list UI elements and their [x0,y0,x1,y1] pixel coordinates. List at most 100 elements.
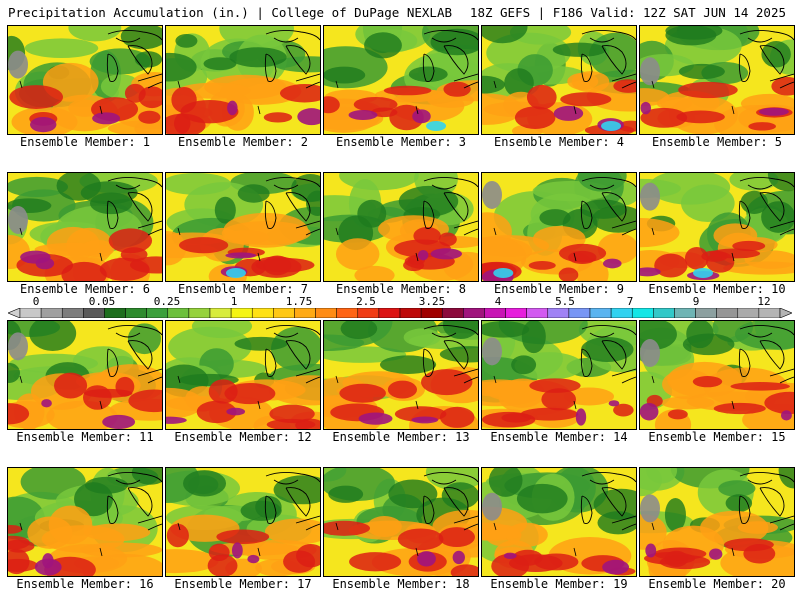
member-map-panel [481,25,637,135]
member-label: Ensemble Member: 15 [648,430,786,444]
scale-color-bin [610,308,633,318]
precipitation-map [324,173,478,281]
member-label: Ensemble Member: 16 [16,577,154,591]
scale-tick-label: 0.25 [153,295,181,308]
member-label: Ensemble Member: 8 [335,282,467,296]
member-label: Ensemble Member: 14 [490,430,628,444]
precipitation-map [482,173,636,281]
scale-color-bin [716,308,739,318]
scale-tick-label: 1.75 [285,295,313,308]
member-label: Ensemble Member: 13 [332,430,470,444]
precipitation-map [324,468,478,576]
member-map-panel [7,25,163,135]
precipitation-map [640,468,794,576]
precipitation-map [640,321,794,429]
member-map-panel [165,25,321,135]
scale-color-bin [737,308,760,318]
member-map-panel [165,172,321,282]
scale-tick-label: 12 [757,295,771,308]
member-map-panel [639,467,795,577]
precipitation-map [166,468,320,576]
scale-tick-label: 0.05 [88,295,116,308]
member-label: Ensemble Member: 10 [648,282,786,296]
scale-color-bin [146,308,169,318]
scale-color-bin [547,308,570,318]
precipitation-color-scale: 0 0.05 0.25 1 1.75 2.5 3.25 4 5.5 7 9 12 [0,296,800,322]
scale-color-bin [357,308,380,318]
member-map-panel [323,320,479,430]
scale-color-bin [83,308,105,318]
member-map-panel [323,172,479,282]
scale-tick-label: 1 [230,295,238,308]
member-map-panel [165,467,321,577]
member-label: Ensemble Member: 20 [648,577,786,591]
scale-color-bin [505,308,527,318]
member-map-panel [639,25,795,135]
scale-color-bin [61,308,84,318]
scale-tick-label: 9 [692,295,700,308]
precipitation-map [482,321,636,429]
scale-color-bin [653,308,675,318]
member-label: Ensemble Member: 18 [332,577,470,591]
map-title: Precipitation Accumulation (in.) | Colle… [8,5,453,20]
member-map-panel [323,467,479,577]
precipitation-map [640,26,794,134]
member-label: Ensemble Member: 4 [493,135,625,149]
scale-color-bin [526,308,549,318]
precipitation-map [166,321,320,429]
scale-color-bin [167,308,190,318]
scale-color-bin [230,308,253,318]
precipitation-map [8,173,162,281]
member-label: Ensemble Member: 11 [16,430,154,444]
scale-tick-label: 0 [32,295,40,308]
member-label: Ensemble Member: 9 [493,282,625,296]
member-label: Ensemble Member: 19 [490,577,628,591]
member-label: Ensemble Member: 5 [651,135,783,149]
scale-color-bin [695,308,717,318]
precipitation-map [166,173,320,281]
scale-color-bin [336,308,359,318]
scale-tick-label: 7 [626,295,634,308]
scale-color-bin [209,308,232,318]
member-label: Ensemble Member: 12 [174,430,312,444]
scale-color-bin [568,308,591,318]
scale-color-bin [399,308,422,318]
scale-color-bin [758,308,781,318]
scale-color-bin [294,308,316,318]
member-map-panel [7,467,163,577]
precipitation-map [324,321,478,429]
scale-tick-label: 2.5 [356,295,376,308]
precipitation-map [8,468,162,576]
scale-color-bin [125,308,147,318]
precipitation-map [324,26,478,134]
member-label: Ensemble Member: 2 [177,135,309,149]
member-label: Ensemble Member: 6 [19,282,151,296]
member-map-panel [7,172,163,282]
scale-tick-label: 4 [494,295,502,308]
scale-color-bin [589,308,612,318]
precipitation-map [8,321,162,429]
precipitation-map [482,26,636,134]
scale-tick-label: 5.5 [555,295,575,308]
scale-color-bin [463,308,485,318]
precipitation-map [482,468,636,576]
scale-color-bin [674,308,696,318]
member-map-panel [323,25,479,135]
scale-color-bin [188,308,211,318]
scale-tick-label: 3.25 [418,295,446,308]
precipitation-map [8,26,162,134]
scale-color-bin [441,308,464,318]
member-label: Ensemble Member: 1 [19,135,151,149]
model-run-info: 18Z GEFS | F186 Valid: 12Z SAT JUN 14 20… [469,5,786,20]
member-map-panel [639,320,795,430]
color-scale-bar [8,308,792,318]
scale-color-bin [315,308,337,318]
member-map-panel [639,172,795,282]
member-label: Ensemble Member: 17 [174,577,312,591]
member-map-panel [481,467,637,577]
member-label: Ensemble Member: 3 [335,135,467,149]
scale-color-bin [631,308,654,318]
scale-color-bin [273,308,295,318]
member-label: Ensemble Member: 7 [177,282,309,296]
member-map-panel [481,320,637,430]
